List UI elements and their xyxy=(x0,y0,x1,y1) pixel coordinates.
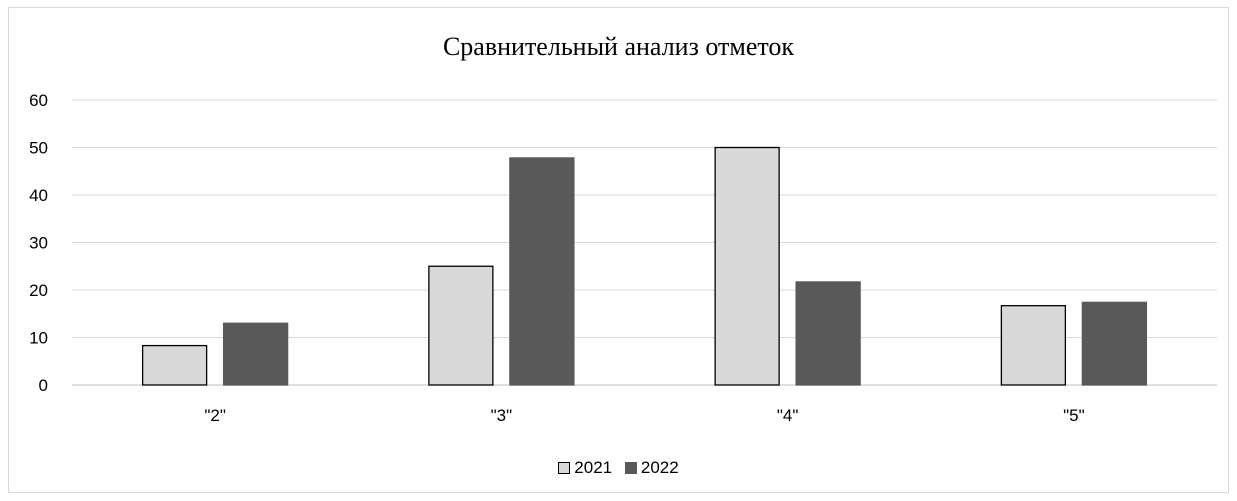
y-tick-label: 0 xyxy=(39,376,48,395)
y-tick-label: 50 xyxy=(29,139,48,158)
chart-frame xyxy=(8,7,1229,493)
y-tick-label: 30 xyxy=(29,234,48,253)
y-tick-label: 10 xyxy=(29,329,48,348)
bar-2021-3 xyxy=(1000,305,1067,386)
chart-legend: 2021 2022 xyxy=(0,458,1237,479)
legend-label-2021: 2021 xyxy=(574,458,613,477)
bar-2021-0 xyxy=(141,344,208,386)
x-tick-label: "5" xyxy=(1063,406,1085,425)
x-tick-label: "3" xyxy=(491,406,513,425)
bar-2022-3 xyxy=(1081,301,1148,386)
y-tick-label: 40 xyxy=(29,186,48,205)
bar-2022-0 xyxy=(222,322,289,386)
bar-2022-1 xyxy=(509,157,575,386)
legend-label-2022: 2022 xyxy=(640,458,679,477)
legend-swatch-2022 xyxy=(624,462,637,474)
legend-item-2022: 2022 xyxy=(624,458,679,478)
y-tick-label: 60 xyxy=(29,91,48,110)
bar-2021-2 xyxy=(714,146,780,386)
bar-2022-2 xyxy=(795,281,861,386)
bar-2021-1 xyxy=(428,265,494,386)
y-tick-label: 20 xyxy=(29,281,48,300)
x-tick-label: "4" xyxy=(777,406,799,425)
x-tick-label: "2" xyxy=(204,406,226,425)
chart-title: Сравнительный анализ отметок xyxy=(442,32,795,61)
legend-item-2021: 2021 xyxy=(558,458,612,478)
legend-swatch-2021 xyxy=(558,462,571,474)
